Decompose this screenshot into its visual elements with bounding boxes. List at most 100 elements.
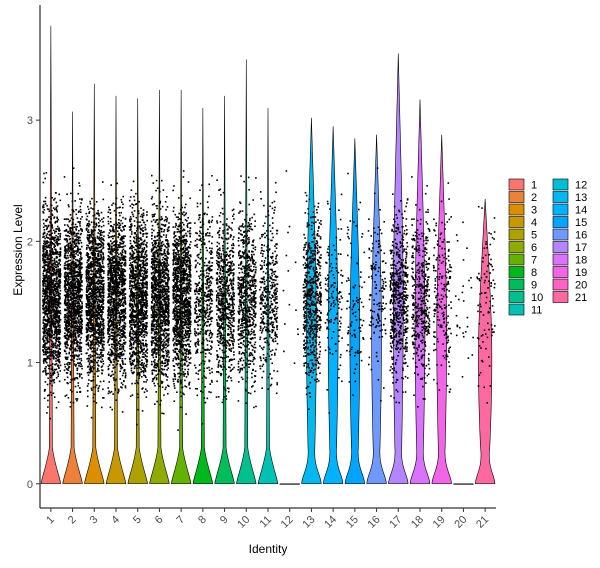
point <box>110 308 112 311</box>
point <box>103 270 105 272</box>
point <box>101 372 103 375</box>
point <box>81 281 83 283</box>
point <box>49 417 51 420</box>
point <box>69 336 72 338</box>
point <box>78 364 80 367</box>
point <box>43 357 45 360</box>
point <box>73 296 76 298</box>
point <box>72 351 74 353</box>
point <box>56 225 59 228</box>
point <box>51 243 53 245</box>
point <box>115 259 117 261</box>
point <box>70 313 73 315</box>
point <box>51 286 53 289</box>
point <box>92 282 95 285</box>
point <box>66 302 69 304</box>
point <box>100 240 102 243</box>
point <box>44 314 46 316</box>
point <box>113 262 116 264</box>
point <box>120 348 122 350</box>
point <box>59 258 61 261</box>
point <box>66 328 68 331</box>
point <box>48 394 50 396</box>
point <box>50 351 53 354</box>
point <box>77 288 80 291</box>
point <box>95 201 98 203</box>
point <box>119 313 121 315</box>
point <box>107 351 110 354</box>
point <box>56 371 59 373</box>
point <box>109 251 111 254</box>
point <box>116 334 118 337</box>
point <box>57 332 60 335</box>
point <box>77 242 80 245</box>
point <box>43 332 45 335</box>
point <box>117 284 119 286</box>
point <box>69 299 71 301</box>
point <box>99 246 102 248</box>
point <box>78 373 81 375</box>
point <box>58 275 60 278</box>
point <box>102 355 104 357</box>
point <box>120 254 123 257</box>
point <box>95 338 97 340</box>
point <box>100 366 103 368</box>
point <box>69 313 72 315</box>
point <box>70 285 73 288</box>
point <box>89 336 92 338</box>
point <box>78 266 80 269</box>
point <box>65 368 68 370</box>
point <box>64 337 67 339</box>
point <box>119 294 121 297</box>
point <box>58 255 61 258</box>
point <box>70 344 73 347</box>
point <box>119 320 122 323</box>
point <box>86 218 88 221</box>
point <box>79 265 81 267</box>
point <box>77 362 79 364</box>
point <box>66 278 68 281</box>
point <box>68 366 71 368</box>
point <box>46 280 49 283</box>
point <box>102 252 104 254</box>
point <box>57 350 59 352</box>
point <box>93 367 95 369</box>
point <box>85 352 87 355</box>
point <box>56 216 58 219</box>
point <box>55 292 58 295</box>
point <box>120 219 122 222</box>
point <box>56 291 59 293</box>
point <box>49 250 51 253</box>
point <box>120 229 122 231</box>
point <box>86 268 88 271</box>
point <box>58 251 61 253</box>
point <box>87 306 90 309</box>
point <box>73 330 76 332</box>
point <box>66 250 69 252</box>
point <box>54 273 56 275</box>
point <box>93 253 95 256</box>
point <box>110 390 113 393</box>
point <box>113 286 116 289</box>
point <box>45 242 47 244</box>
point <box>53 280 56 282</box>
point <box>64 341 67 343</box>
point <box>109 271 111 273</box>
point <box>71 301 73 303</box>
point <box>80 348 82 350</box>
point <box>46 288 49 291</box>
point <box>124 336 126 338</box>
point <box>71 276 74 278</box>
point <box>71 304 74 307</box>
point <box>92 323 95 325</box>
point <box>94 249 97 252</box>
point <box>95 309 98 312</box>
point <box>123 264 125 266</box>
point <box>58 262 61 264</box>
point <box>46 348 49 351</box>
point <box>73 250 75 252</box>
point <box>107 288 110 290</box>
point <box>59 270 61 272</box>
point <box>89 293 91 295</box>
point <box>71 324 74 326</box>
